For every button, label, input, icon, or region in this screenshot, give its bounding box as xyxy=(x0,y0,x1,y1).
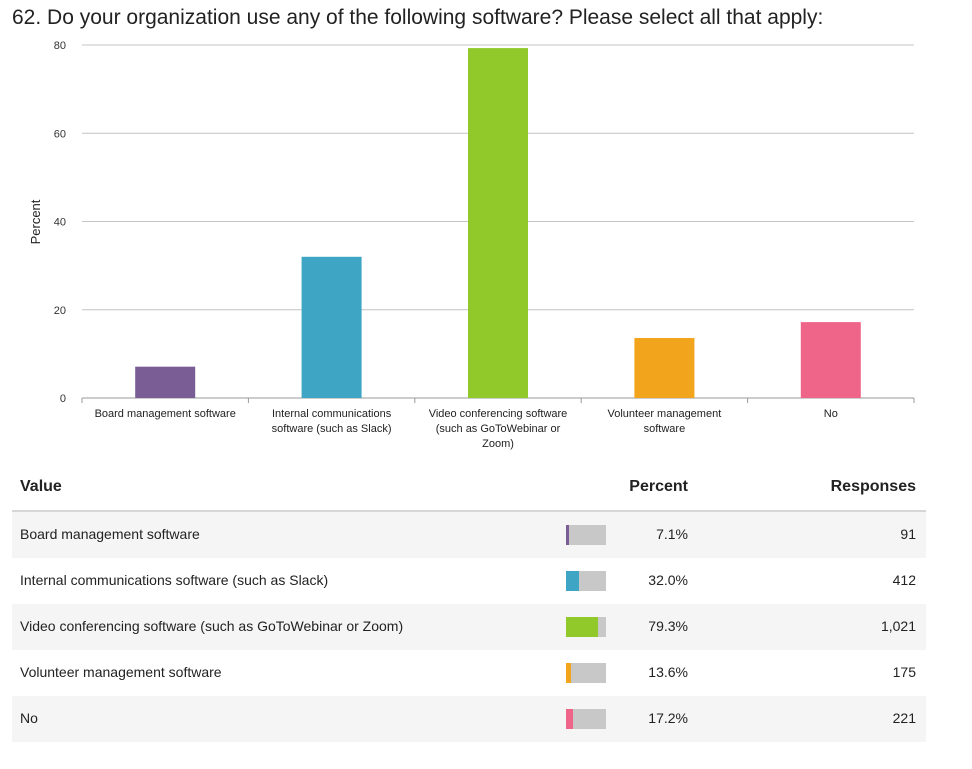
row-responses: 91 xyxy=(900,526,916,542)
x-tick-label: No xyxy=(824,408,838,420)
y-tick-label: 40 xyxy=(54,217,66,229)
x-tick-label: (such as GoToWebinar or xyxy=(436,423,561,435)
row-percent: 32.0% xyxy=(648,572,688,588)
y-tick-label: 20 xyxy=(54,305,66,317)
x-tick-label: Zoom) xyxy=(482,438,514,450)
row-value: Video conferencing software (such as GoT… xyxy=(20,618,404,634)
percent-bar xyxy=(566,571,606,591)
percent-bar-fill xyxy=(566,617,598,637)
percent-bar xyxy=(566,525,606,545)
x-tick-label: Video conferencing software xyxy=(429,408,568,420)
bar xyxy=(301,256,362,398)
row-percent: 7.1% xyxy=(656,526,688,542)
percent-bar-fill xyxy=(566,571,579,591)
row-percent: 79.3% xyxy=(648,618,688,634)
x-tick-label: software (such as Slack) xyxy=(272,423,392,435)
bar xyxy=(468,48,528,399)
table-row: Video conferencing software (such as GoT… xyxy=(12,604,926,650)
x-tick-label: Board management software xyxy=(95,408,236,420)
row-percent: 17.2% xyxy=(648,710,688,726)
percent-bar-fill xyxy=(566,663,572,683)
bar xyxy=(634,337,695,398)
bar xyxy=(135,366,196,398)
header-value: Value xyxy=(20,478,62,495)
y-tick-label: 0 xyxy=(60,393,66,405)
percent-bar-fill xyxy=(566,709,573,729)
y-axis-label: Percent xyxy=(28,199,43,244)
question-title: 62. Do your organization use any of the … xyxy=(12,6,824,29)
row-value: No xyxy=(20,710,38,726)
row-responses: 175 xyxy=(892,664,916,680)
y-tick-label: 60 xyxy=(54,128,66,140)
percent-bar-fill xyxy=(566,525,569,545)
table-header: Value Percent Responses xyxy=(12,466,926,512)
table-row: Volunteer management software 13.6% 175 xyxy=(12,650,926,696)
row-value: Board management software xyxy=(20,526,200,542)
table-row: No 17.2% 221 xyxy=(12,696,926,742)
table-row: Internal communications software (such a… xyxy=(12,558,926,604)
header-percent: Percent xyxy=(629,478,688,495)
percent-bar xyxy=(566,709,606,729)
row-responses: 412 xyxy=(892,572,916,588)
header-responses: Responses xyxy=(830,478,916,495)
row-responses: 221 xyxy=(892,710,916,726)
row-value: Volunteer management software xyxy=(20,664,222,680)
x-tick-label: Internal communications xyxy=(272,408,392,420)
table-body: Board management software 7.1% 91 Internal … xyxy=(12,512,926,742)
row-responses: 1,021 xyxy=(880,618,916,634)
row-value: Internal communications software (such a… xyxy=(20,572,329,588)
percent-bar xyxy=(566,617,606,637)
y-tick-label: 80 xyxy=(54,40,66,52)
x-tick-label: software xyxy=(644,423,686,435)
bar-chart: 0 20 40 60 80 Percent Board management softwar… xyxy=(28,40,915,450)
bar xyxy=(800,322,861,398)
table-row: Board management software 7.1% 91 xyxy=(12,512,926,558)
row-percent: 13.6% xyxy=(648,664,688,680)
results-table: Value Percent Responses Board management… xyxy=(12,466,926,742)
percent-bar xyxy=(566,663,606,683)
x-tick-label: Volunteer management xyxy=(608,408,722,420)
